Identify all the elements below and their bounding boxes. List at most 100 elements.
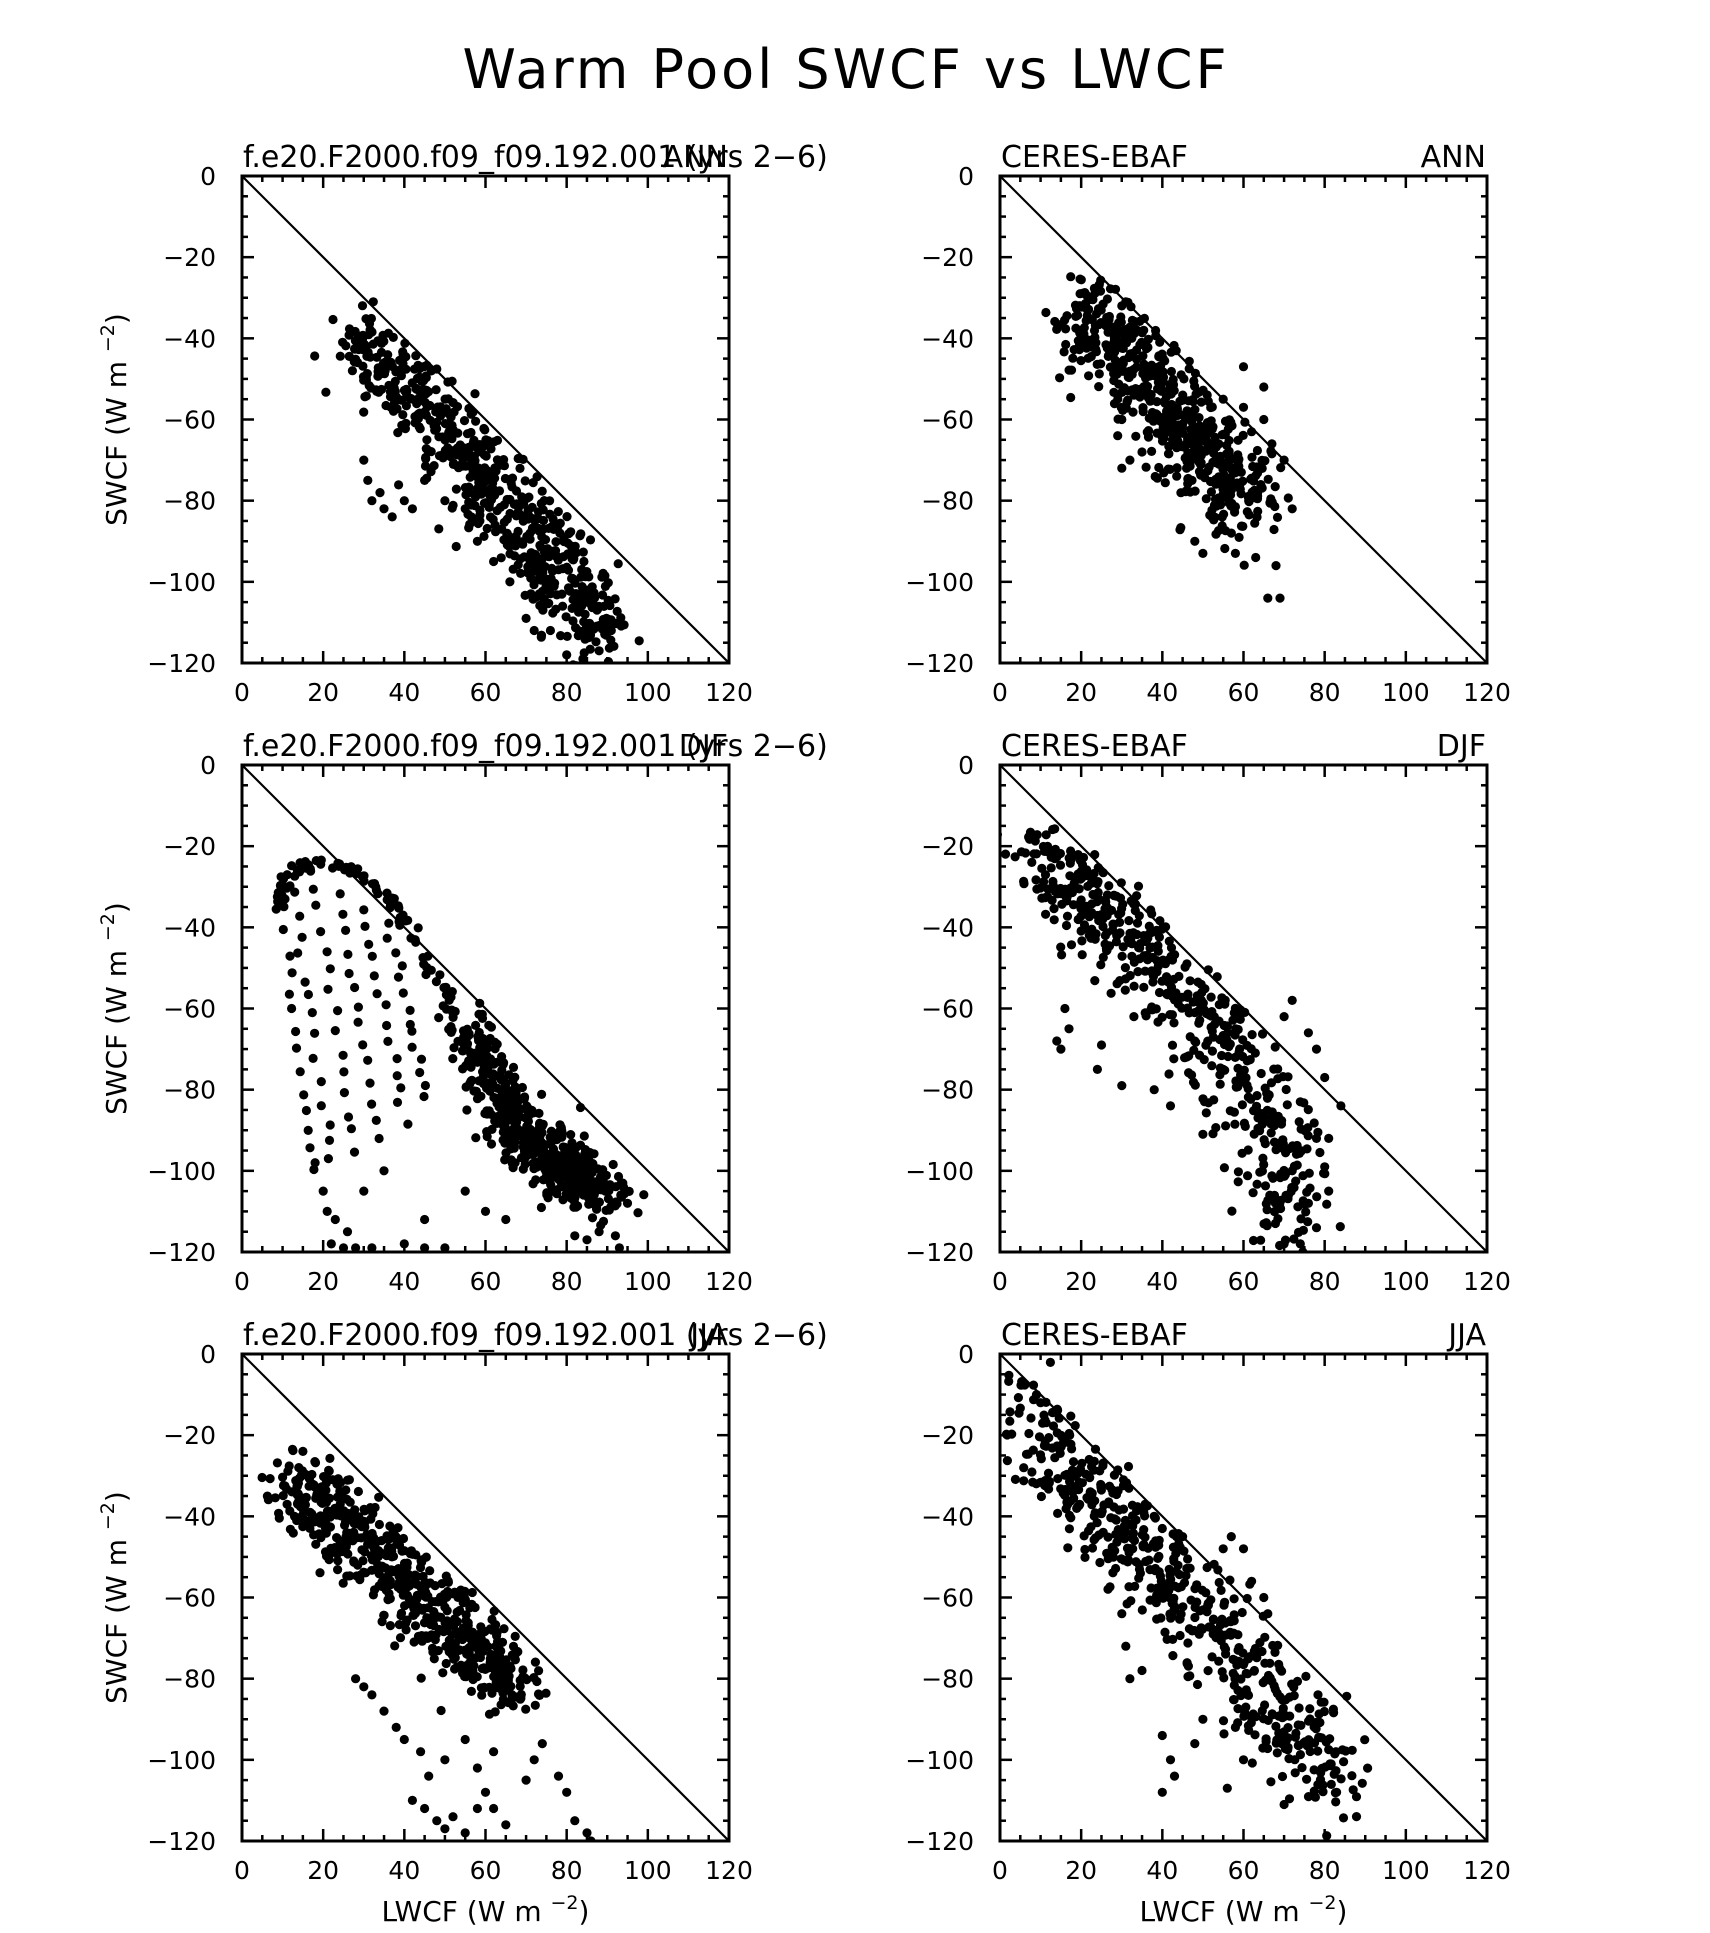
data-point bbox=[452, 1607, 462, 1617]
data-point bbox=[408, 1549, 418, 1559]
data-point bbox=[1143, 342, 1153, 352]
data-point bbox=[1247, 1030, 1257, 1040]
data-point bbox=[518, 454, 528, 464]
data-point bbox=[441, 1641, 451, 1651]
data-point bbox=[471, 416, 481, 426]
data-point bbox=[456, 1585, 466, 1595]
data-point bbox=[1027, 1467, 1037, 1477]
data-point bbox=[339, 1067, 349, 1077]
scatter-points bbox=[1000, 824, 1346, 1252]
data-point bbox=[412, 1572, 422, 1582]
data-point bbox=[1069, 1471, 1079, 1481]
data-point bbox=[1301, 1207, 1311, 1217]
data-point bbox=[398, 358, 408, 369]
data-point bbox=[303, 989, 313, 1000]
data-point bbox=[1225, 1106, 1235, 1116]
data-point bbox=[1010, 852, 1020, 862]
data-point bbox=[285, 1506, 295, 1516]
data-point bbox=[1235, 1014, 1245, 1024]
y-tick-label: −40 bbox=[921, 1502, 974, 1531]
data-point bbox=[351, 1674, 361, 1684]
data-point bbox=[350, 982, 360, 993]
data-point bbox=[1141, 1556, 1151, 1567]
data-point bbox=[1238, 402, 1249, 412]
data-point bbox=[1293, 1202, 1303, 1212]
data-point bbox=[432, 364, 442, 374]
data-point bbox=[1197, 1585, 1207, 1595]
data-point bbox=[389, 894, 399, 904]
data-point bbox=[1226, 501, 1236, 511]
data-point bbox=[1219, 1729, 1229, 1739]
data-point bbox=[1331, 1797, 1341, 1807]
data-point bbox=[604, 643, 615, 653]
data-point bbox=[413, 396, 423, 406]
data-point bbox=[460, 1186, 470, 1196]
data-point bbox=[480, 473, 490, 483]
data-point bbox=[1201, 1108, 1211, 1118]
data-point bbox=[1074, 1485, 1084, 1495]
data-point bbox=[1168, 1651, 1178, 1661]
data-point bbox=[1182, 1563, 1192, 1574]
data-point bbox=[1243, 1084, 1253, 1094]
data-point bbox=[1096, 1509, 1106, 1519]
data-point bbox=[1149, 1511, 1159, 1521]
data-point bbox=[1233, 1177, 1243, 1187]
data-point bbox=[373, 889, 383, 899]
data-point bbox=[1090, 1444, 1101, 1454]
data-point bbox=[589, 1190, 599, 1200]
data-point bbox=[292, 1481, 302, 1491]
data-point bbox=[472, 1763, 482, 1773]
data-point bbox=[399, 351, 409, 361]
data-point bbox=[1220, 543, 1230, 554]
x-tick-label: 0 bbox=[992, 1267, 1008, 1296]
data-point bbox=[1190, 1739, 1200, 1749]
data-point bbox=[1246, 1044, 1256, 1054]
data-point bbox=[610, 594, 620, 604]
data-point bbox=[1256, 1235, 1266, 1245]
data-point bbox=[420, 397, 430, 407]
data-point bbox=[535, 526, 545, 537]
data-point bbox=[1238, 1076, 1249, 1087]
data-point bbox=[582, 663, 591, 672]
data-point bbox=[1311, 1133, 1322, 1143]
data-point bbox=[594, 1227, 604, 1237]
data-point bbox=[1278, 1703, 1288, 1713]
data-point bbox=[421, 969, 431, 980]
data-point bbox=[1028, 1477, 1038, 1487]
data-point bbox=[501, 1214, 511, 1225]
data-point bbox=[1153, 1553, 1163, 1563]
data-point bbox=[1044, 1484, 1054, 1494]
data-point bbox=[1168, 1634, 1178, 1644]
data-point bbox=[401, 1625, 411, 1635]
data-point bbox=[1160, 1627, 1170, 1637]
data-point bbox=[1273, 1640, 1283, 1650]
data-point bbox=[1274, 1728, 1284, 1738]
data-point bbox=[1251, 552, 1261, 563]
data-point bbox=[1167, 955, 1178, 965]
data-point bbox=[619, 1189, 630, 1199]
data-point bbox=[584, 670, 593, 679]
data-point bbox=[297, 932, 307, 942]
data-point bbox=[349, 1507, 359, 1517]
data-point bbox=[274, 1508, 284, 1518]
data-point bbox=[487, 1614, 497, 1625]
data-point bbox=[613, 1171, 624, 1182]
data-point bbox=[538, 594, 549, 604]
data-point bbox=[397, 961, 407, 971]
y-tick-label: 0 bbox=[200, 162, 216, 191]
y-tick-label: −80 bbox=[163, 1665, 216, 1694]
data-point bbox=[395, 1633, 406, 1643]
data-point bbox=[520, 1092, 530, 1102]
data-point bbox=[1258, 1743, 1268, 1753]
data-point bbox=[509, 1141, 519, 1151]
data-point bbox=[385, 1621, 395, 1631]
data-point bbox=[389, 1565, 399, 1576]
x-tick-label: 100 bbox=[1382, 678, 1430, 707]
data-point bbox=[1290, 1755, 1300, 1765]
data-point bbox=[525, 534, 535, 544]
data-point bbox=[377, 338, 387, 348]
data-point bbox=[1101, 340, 1111, 350]
data-point bbox=[385, 903, 395, 913]
data-point bbox=[303, 1125, 313, 1135]
data-point bbox=[1266, 1128, 1276, 1138]
